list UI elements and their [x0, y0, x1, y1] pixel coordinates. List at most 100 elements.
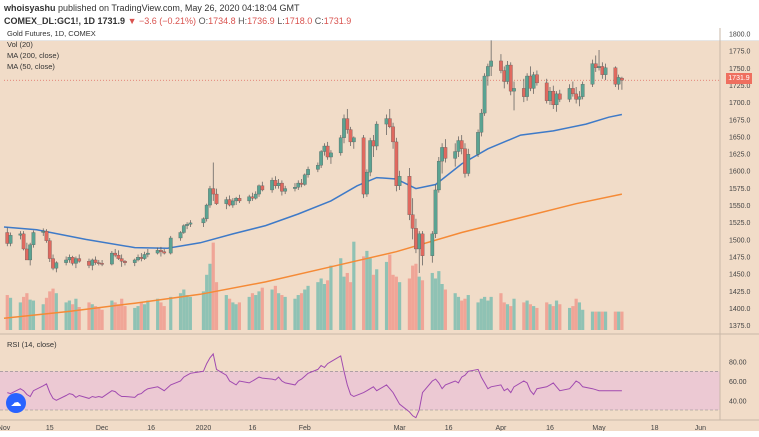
candle-body	[512, 88, 516, 92]
low-label: L:	[277, 16, 285, 26]
candle-body	[231, 200, 235, 206]
time-tick-label: May	[592, 425, 606, 432]
candle-body	[365, 171, 369, 195]
candle-body	[155, 250, 160, 254]
candle-body	[201, 218, 206, 224]
close-label: C:	[314, 16, 324, 26]
candle-body	[620, 77, 624, 81]
candle-body	[551, 90, 556, 106]
volume-bar	[123, 306, 127, 330]
volume-bar	[247, 296, 251, 330]
price-tick-label: 1475.0	[729, 255, 751, 262]
candle-body	[342, 118, 346, 138]
price-tick-label: 1450.0	[729, 272, 751, 279]
down-arrow-icon: ▼	[127, 16, 137, 26]
candle-body	[348, 129, 353, 143]
volume-bar	[100, 309, 104, 330]
candle-body	[247, 196, 252, 202]
volume-bar	[205, 274, 209, 330]
volume-bar	[388, 254, 392, 330]
legend-ma50[interactable]: MA (50, close)	[7, 62, 55, 71]
volume-bars	[5, 241, 624, 330]
legend-title[interactable]: Gold Futures, 1D, COMEX	[7, 29, 96, 38]
volume-bar	[597, 311, 601, 330]
volume-bar	[146, 300, 150, 330]
volume-bar	[41, 304, 45, 330]
candle-body	[433, 189, 438, 235]
volume-bar	[64, 302, 68, 330]
price-tick-label: 1750.0	[729, 66, 751, 73]
candle-body	[613, 67, 618, 85]
volume-bar	[211, 242, 215, 330]
legend-ma200[interactable]: MA (200, close)	[7, 51, 60, 60]
candle-body	[316, 165, 320, 170]
author-name[interactable]: whoisyashu	[4, 3, 56, 13]
candle-body	[499, 60, 503, 71]
volume-bar	[77, 307, 81, 330]
candle-body	[374, 123, 379, 147]
volume-bar	[231, 302, 235, 330]
candle-body	[178, 232, 183, 239]
volume-bar	[512, 298, 516, 330]
volume-bar	[522, 302, 526, 330]
grid	[0, 28, 759, 421]
last-price: 1731.9	[97, 16, 126, 26]
price-tick-label: 1675.0	[729, 117, 751, 124]
volume-bar	[87, 302, 91, 330]
candle-body	[329, 152, 333, 158]
candle-body	[87, 261, 91, 266]
candle-body	[28, 244, 33, 261]
volume-bar	[237, 302, 241, 330]
rsi-tick-label: 60.00	[729, 379, 747, 386]
volume-bar	[162, 306, 166, 330]
volume-bar	[270, 289, 274, 330]
candle-body	[90, 259, 95, 266]
candle-body	[548, 90, 552, 101]
low-value: 1718.0	[284, 16, 313, 26]
rsi-tick-label: 40.00	[729, 398, 747, 405]
tradingview-logo-icon[interactable]: ☁	[6, 393, 26, 413]
legend: Gold Futures, 1D, COMEX Vol (20) MA (200…	[7, 28, 96, 72]
candle-body	[146, 252, 150, 255]
volume-bar	[548, 304, 552, 330]
rsi-line-group	[7, 352, 622, 419]
time-tick-label: Dec	[96, 425, 109, 432]
candle-body	[391, 126, 395, 143]
candle-body	[345, 118, 350, 130]
volume-bar	[280, 295, 284, 330]
volume-bar	[613, 311, 617, 330]
candle-body	[410, 214, 415, 229]
volume-bar	[51, 288, 55, 330]
volume-bar	[479, 298, 483, 330]
candle-body	[420, 233, 425, 256]
volume-bar	[525, 300, 529, 330]
rsi-line	[7, 352, 622, 419]
volume-bar	[460, 300, 464, 330]
volume-bar	[545, 302, 549, 330]
candle-body	[463, 148, 467, 174]
volume-bar	[554, 300, 559, 330]
candle-body	[571, 88, 575, 95]
volume-bar	[159, 302, 163, 330]
moving-averages	[3, 79, 720, 320]
candle-body	[593, 63, 598, 68]
legend-vol[interactable]: Vol (20)	[7, 40, 33, 49]
volume-bar	[71, 304, 75, 330]
volume-bar	[528, 304, 532, 330]
candle-body	[110, 252, 114, 265]
volume-bar	[384, 261, 389, 330]
publish-text: published on TradingView.com, May 26, 20…	[55, 3, 300, 13]
volume-bar	[620, 311, 624, 330]
time-tick-label: Feb	[299, 425, 311, 432]
volume-bar	[156, 298, 160, 330]
candle-body	[123, 261, 127, 263]
candle-body	[51, 258, 55, 269]
volume-bar	[97, 307, 101, 330]
rsi-legend[interactable]: RSI (14, close)	[7, 340, 57, 349]
volume-bar	[277, 293, 281, 330]
volume-bar	[185, 295, 189, 330]
rsi-tick-label: 80.00	[729, 360, 747, 367]
volume-bar	[322, 284, 327, 330]
candle-body	[371, 140, 376, 147]
